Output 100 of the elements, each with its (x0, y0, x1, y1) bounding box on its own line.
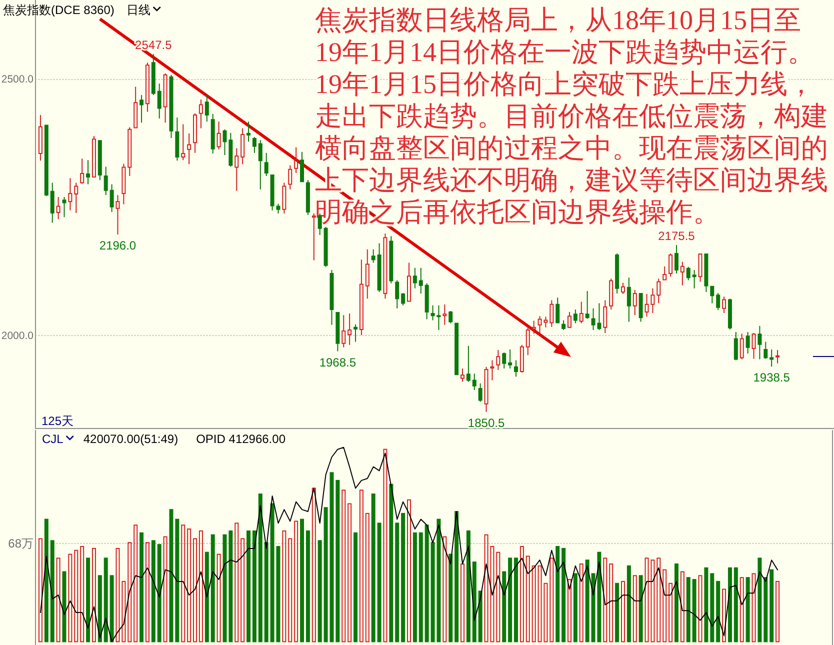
bar (532, 565, 536, 642)
annotation: 1968.5 (319, 355, 356, 370)
bar (282, 530, 286, 642)
bar (567, 579, 572, 642)
bar (134, 524, 138, 642)
bar (110, 575, 114, 642)
annotation: 横向盘整区间的过程之中。现在震荡区间的 (315, 133, 828, 163)
candlestick (246, 121, 251, 142)
bar (632, 575, 637, 642)
bar (686, 577, 690, 642)
candlestick (110, 184, 114, 212)
candlestick (460, 368, 464, 382)
candlestick (508, 348, 512, 369)
bar (520, 546, 524, 642)
candlestick (424, 282, 429, 320)
bar (609, 563, 614, 642)
bar (758, 558, 762, 642)
candlestick (336, 312, 340, 352)
bar (526, 556, 530, 642)
bar (222, 534, 227, 642)
bar (377, 522, 382, 642)
candlestick (567, 312, 572, 328)
bar (306, 530, 310, 642)
candlestick (496, 350, 500, 371)
candlestick (383, 233, 388, 300)
bar (662, 569, 667, 642)
bar (626, 565, 631, 642)
candlestick (324, 226, 328, 268)
candlestick (210, 113, 215, 154)
bar (448, 554, 453, 642)
candlestick (389, 236, 394, 284)
bar (383, 448, 388, 642)
bar (638, 575, 643, 642)
candlestick (50, 182, 54, 224)
bar (198, 530, 203, 642)
bar (776, 580, 780, 642)
bar (734, 567, 738, 642)
candlestick (615, 253, 620, 294)
candlestick (234, 148, 239, 192)
bar (288, 538, 292, 642)
candlestick (442, 304, 447, 326)
candlestick (412, 267, 417, 289)
bar (740, 577, 744, 642)
annotation: 2175.5 (658, 229, 696, 244)
candlestick (354, 324, 358, 342)
bar (412, 532, 417, 642)
annotation: 19年1月14日价格在一波下跌趋势中运行。 (315, 37, 814, 67)
bar (92, 548, 96, 642)
candlestick (348, 313, 352, 346)
bar (466, 530, 470, 642)
candlestick (728, 298, 732, 330)
chart-title: CJL (42, 432, 64, 446)
bar (336, 480, 340, 642)
bar (550, 558, 554, 642)
candlestick (632, 289, 637, 316)
bar (228, 530, 233, 642)
candlestick (151, 54, 156, 96)
bar (246, 530, 251, 642)
candlestick (752, 332, 756, 360)
annotation: 2196.0 (99, 238, 136, 253)
bar (354, 532, 358, 642)
candlestick (264, 152, 268, 177)
bar (210, 534, 215, 642)
candlestick (764, 341, 768, 360)
candlestick (312, 212, 316, 261)
bar (74, 550, 78, 642)
candlestick (520, 344, 524, 374)
candlestick (92, 136, 96, 178)
candlestick (514, 360, 518, 378)
candlestick (550, 300, 554, 328)
bar (122, 580, 126, 642)
candlestick (686, 266, 690, 281)
bar (50, 540, 54, 642)
bar (342, 490, 346, 642)
candlestick (44, 124, 48, 197)
candlestick (722, 296, 726, 314)
bar (98, 575, 102, 642)
candlestick (377, 242, 382, 292)
bar (44, 518, 48, 642)
bar (752, 573, 756, 642)
candlestick (770, 348, 774, 368)
candlestick (216, 121, 221, 150)
candlestick (407, 262, 411, 302)
bar (216, 554, 221, 642)
candlestick (157, 83, 162, 120)
candlestick (365, 248, 370, 300)
candlestick (204, 94, 209, 122)
bar (318, 540, 322, 642)
candlestick (466, 345, 470, 382)
bar (692, 579, 696, 642)
candlestick (169, 74, 174, 139)
candlestick (401, 292, 406, 306)
bar (116, 548, 120, 642)
candlestick (80, 158, 84, 184)
candlestick (294, 146, 298, 174)
bar (556, 546, 560, 642)
annotation: 1850.5 (468, 416, 505, 430)
candlestick (776, 350, 780, 364)
candlestick (134, 86, 138, 129)
bar (359, 490, 364, 642)
